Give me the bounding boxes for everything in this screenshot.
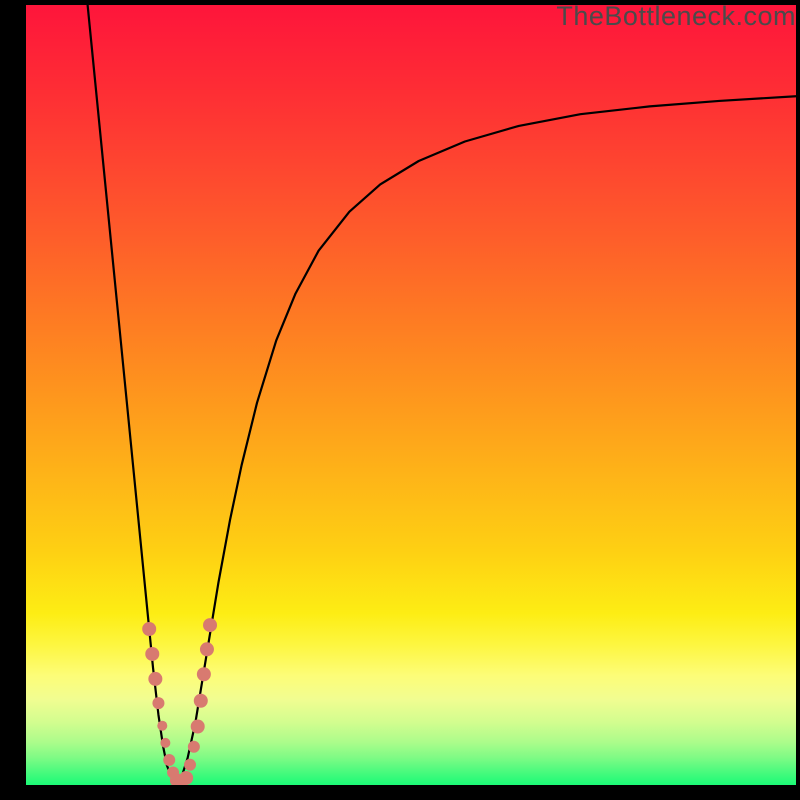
data-marker [184,759,196,771]
data-marker [163,754,175,766]
chart-svg [26,5,796,785]
data-marker [191,720,205,734]
data-marker [160,738,170,748]
data-marker [145,647,159,661]
data-marker [157,721,167,731]
data-marker [179,771,193,785]
data-marker [203,618,217,632]
data-marker [194,694,208,708]
data-marker [197,667,211,681]
plot-area [26,5,796,785]
data-marker [200,642,214,656]
watermark-label: TheBottleneck.com [556,1,796,32]
data-marker [148,672,162,686]
data-marker [142,622,156,636]
data-marker [152,697,164,709]
gradient-background [26,5,796,785]
data-marker [188,741,200,753]
chart-root: TheBottleneck.com [0,0,800,800]
